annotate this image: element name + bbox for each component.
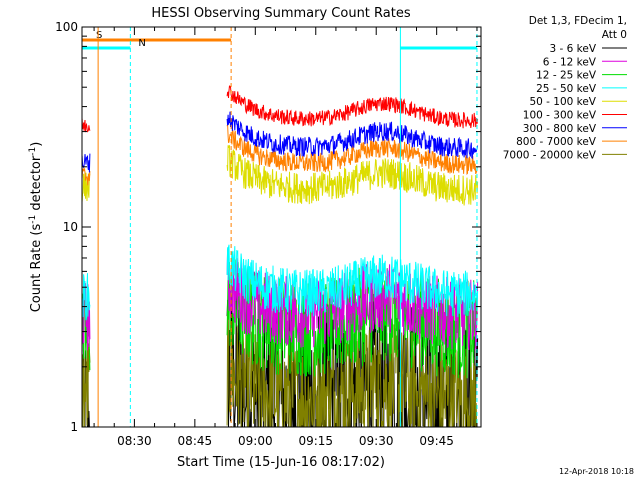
legend-label: 100 - 300 keV	[523, 110, 597, 122]
y-label-sup-2: -1	[28, 147, 38, 156]
y-tick-label: 10	[63, 220, 78, 234]
legend-header-line-2: Att 0	[602, 29, 627, 41]
legend-item: 300 - 800 keV	[523, 123, 627, 135]
y-label-part-1: Count Rate (s	[29, 224, 44, 313]
legend-item: 12 - 25 keV	[536, 70, 627, 82]
flag-bars: SN	[82, 30, 477, 50]
series-trace	[226, 85, 479, 129]
series-trace	[81, 118, 91, 133]
series-trace	[226, 111, 479, 160]
x-axis-ticks: 08:30 08:45 09:00 09:15 09:30 09:45	[93, 27, 478, 448]
y-axis-ticks: 1 10 100	[55, 20, 481, 434]
y-label-sup-1: -1	[28, 215, 38, 224]
legend-label: 3 - 6 keV	[549, 43, 596, 55]
series-trace	[226, 244, 479, 318]
legend-item: 7000 - 20000 keV	[503, 149, 627, 161]
legend-item: 3 - 6 keV	[549, 43, 627, 55]
legend-header-line-1: Det 1,3, FDecim 1,	[529, 15, 627, 27]
legend-label: 25 - 50 keV	[536, 83, 597, 95]
legend-label: 50 - 100 keV	[529, 96, 596, 108]
chart-title: HESSI Observing Summary Count Rates	[151, 6, 410, 21]
y-tick-label: 100	[55, 20, 78, 34]
series-trace	[81, 167, 91, 186]
y-tick-label: 1	[70, 420, 78, 434]
legend-label: 12 - 25 keV	[536, 70, 597, 82]
legend-item: 6 - 12 keV	[543, 56, 627, 68]
y-label-part-3: )	[29, 142, 44, 147]
series-trace	[226, 145, 479, 206]
y-label-part-2: detector	[29, 155, 44, 215]
series-trace	[81, 282, 91, 351]
x-tick-label: 09:00	[238, 434, 273, 448]
legend-item: 800 - 7000 keV	[516, 136, 627, 148]
series-trace	[81, 273, 91, 321]
legend-label: 7000 - 20000 keV	[503, 149, 597, 161]
legend-label: 6 - 12 keV	[543, 56, 597, 68]
x-tick-label: 09:30	[359, 434, 394, 448]
legend-item: 25 - 50 keV	[536, 83, 627, 95]
x-tick-label: 08:30	[117, 434, 152, 448]
flag-label: N	[138, 38, 145, 49]
legend-label: 800 - 7000 keV	[516, 136, 597, 148]
legend-item: 100 - 300 keV	[523, 110, 627, 122]
x-tick-label: 09:45	[419, 434, 454, 448]
series-trace	[226, 124, 479, 175]
data-traces	[81, 85, 479, 428]
legend-item: 50 - 100 keV	[529, 96, 627, 108]
y-axis-label: Count Rate (s-1 detector-1)	[28, 142, 44, 313]
legend-label: 300 - 800 keV	[523, 123, 597, 135]
x-axis-label: Start Time (15-Jun-16 08:17:02)	[177, 455, 385, 470]
flag-label: S	[96, 30, 102, 41]
x-tick-label: 08:45	[178, 434, 213, 448]
series-trace	[81, 171, 91, 202]
footer-date: 12-Apr-2018 10:18	[559, 467, 634, 476]
x-tick-label: 09:15	[298, 434, 333, 448]
